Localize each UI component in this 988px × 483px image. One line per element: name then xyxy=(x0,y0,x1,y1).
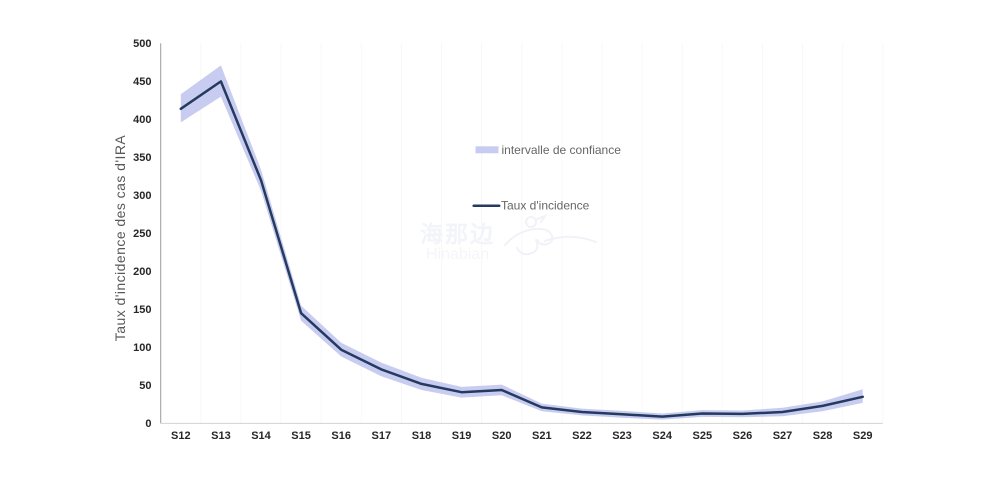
svg-text:0: 0 xyxy=(145,418,151,430)
svg-text:500: 500 xyxy=(133,38,151,50)
svg-text:intervalle de confiance: intervalle de confiance xyxy=(502,143,622,157)
svg-text:S15: S15 xyxy=(291,430,311,442)
svg-text:S29: S29 xyxy=(853,430,873,442)
svg-text:S23: S23 xyxy=(612,430,632,442)
svg-text:S22: S22 xyxy=(572,430,592,442)
svg-text:S14: S14 xyxy=(251,430,271,442)
svg-text:Hinabian: Hinabian xyxy=(426,246,489,263)
svg-text:S25: S25 xyxy=(693,430,713,442)
svg-text:300: 300 xyxy=(133,190,151,202)
svg-text:S28: S28 xyxy=(813,430,833,442)
svg-text:S24: S24 xyxy=(652,430,672,442)
svg-text:海那边: 海那边 xyxy=(420,221,495,247)
svg-text:50: 50 xyxy=(139,380,151,392)
svg-text:Taux d'incidence des cas d'IRA: Taux d'incidence des cas d'IRA xyxy=(112,135,128,342)
svg-text:350: 350 xyxy=(133,152,151,164)
svg-text:S17: S17 xyxy=(372,430,392,442)
svg-text:400: 400 xyxy=(133,114,151,126)
svg-text:250: 250 xyxy=(133,228,151,240)
svg-text:S18: S18 xyxy=(412,430,432,442)
svg-text:S16: S16 xyxy=(331,430,351,442)
svg-text:150: 150 xyxy=(133,304,151,316)
svg-text:S26: S26 xyxy=(733,430,753,442)
svg-text:450: 450 xyxy=(133,76,151,88)
svg-text:200: 200 xyxy=(133,266,151,278)
svg-text:S21: S21 xyxy=(532,430,552,442)
svg-text:S20: S20 xyxy=(492,430,512,442)
svg-text:S13: S13 xyxy=(211,430,231,442)
svg-text:S27: S27 xyxy=(773,430,793,442)
svg-text:S19: S19 xyxy=(452,430,472,442)
svg-text:Taux d'incidence: Taux d'incidence xyxy=(501,199,590,213)
svg-text:S12: S12 xyxy=(171,430,191,442)
svg-text:100: 100 xyxy=(133,342,151,354)
